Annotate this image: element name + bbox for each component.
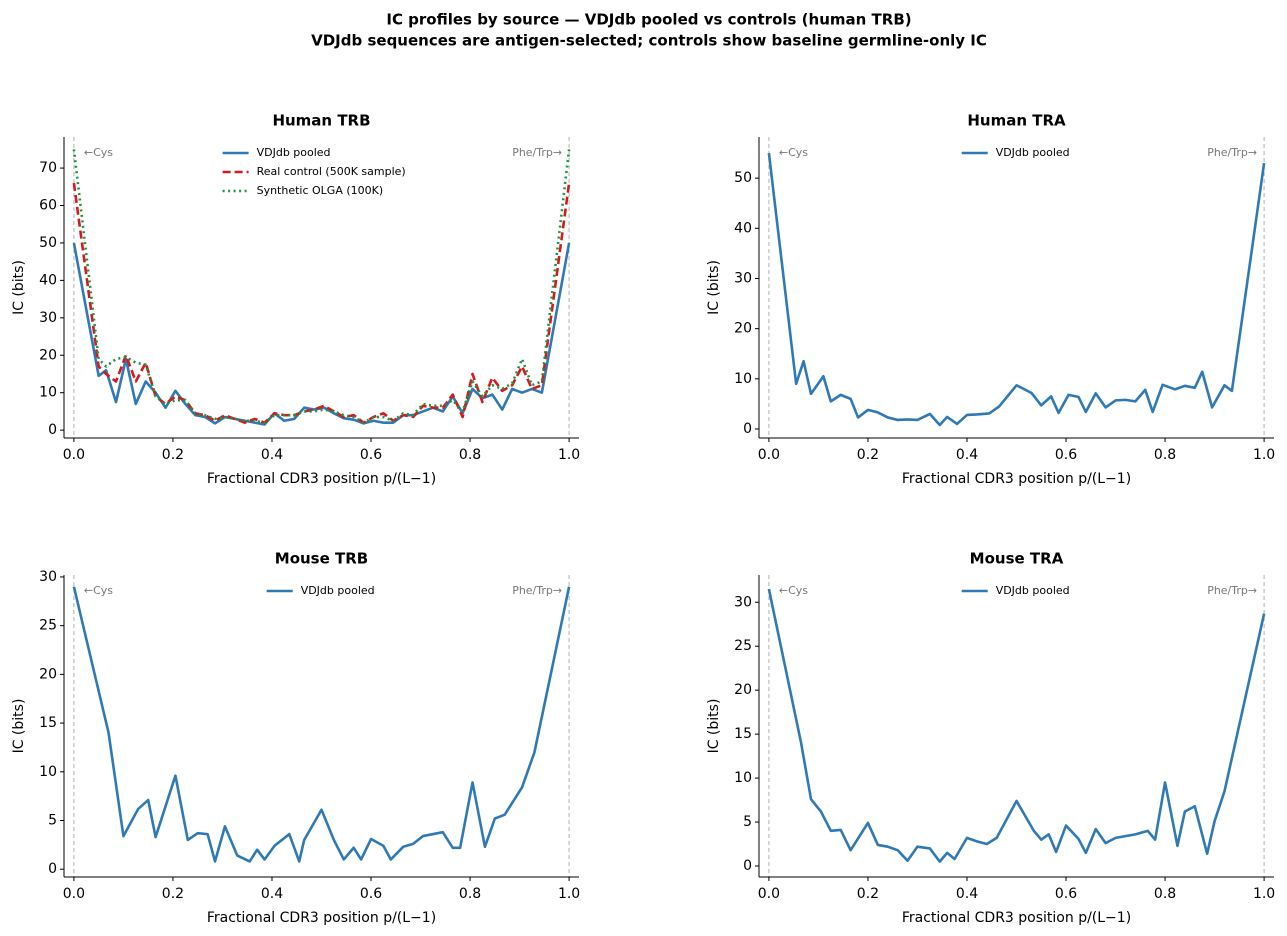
y-tick-label: 0: [743, 421, 752, 437]
y-tick-label: 20: [734, 682, 752, 698]
annotation: Phe/Trp→: [1207, 584, 1257, 597]
figure-subtitle: VDJdb sequences are antigen-selected; co…: [311, 32, 987, 50]
y-tick-label: 0: [48, 422, 57, 438]
series-line: [767, 152, 1266, 427]
x-tick-label: 0.2: [162, 886, 184, 902]
annotation: Phe/Trp→: [1207, 146, 1257, 159]
y-tick-label: 60: [39, 198, 57, 214]
x-tick-label: 0.6: [360, 447, 382, 463]
legend-label: Real control (500K sample): [257, 165, 406, 178]
x-tick-label: 0.8: [459, 447, 481, 463]
x-tick-label: 0.2: [857, 886, 879, 902]
x-axis-label: Fractional CDR3 position p/(L−1): [207, 910, 436, 926]
y-tick-label: 10: [39, 764, 57, 780]
y-axis-label: IC (bits): [11, 260, 27, 315]
x-tick-label: 1.0: [558, 447, 580, 463]
y-tick-label: 30: [39, 569, 57, 585]
annotation: ←Cys: [779, 584, 808, 597]
x-tick-label: 0.6: [360, 886, 382, 902]
annotation: Phe/Trp→: [512, 146, 562, 159]
y-tick-label: 15: [734, 726, 752, 742]
subplot-title: Mouse TRA: [970, 550, 1064, 568]
legend-label: VDJdb pooled: [996, 584, 1070, 597]
y-tick-label: 10: [734, 770, 752, 786]
y-tick-label: 0: [48, 861, 57, 877]
y-tick-label: 50: [39, 235, 57, 251]
y-tick-label: 40: [734, 220, 752, 236]
x-tick-label: 0.4: [261, 886, 283, 902]
subplot-title: Human TRA: [967, 112, 1066, 130]
x-tick-label: 0.8: [1154, 447, 1176, 463]
y-tick-label: 20: [39, 347, 57, 363]
y-tick-label: 20: [734, 321, 752, 337]
x-tick-label: 0.8: [459, 886, 481, 902]
y-tick-label: 40: [39, 272, 57, 288]
y-tick-label: 20: [39, 666, 57, 682]
annotation: Phe/Trp→: [512, 584, 562, 597]
y-tick-label: 50: [734, 170, 752, 186]
y-tick-label: 30: [734, 594, 752, 610]
x-tick-label: 0.6: [1055, 447, 1077, 463]
y-tick-label: 10: [734, 371, 752, 387]
x-tick-label: 0.0: [758, 447, 780, 463]
y-tick-label: 10: [39, 385, 57, 401]
y-tick-label: 30: [734, 270, 752, 286]
y-tick-label: 5: [743, 814, 752, 830]
y-tick-label: 70: [39, 160, 57, 176]
subplot-title: Human TRB: [272, 112, 370, 130]
x-axis-label: Fractional CDR3 position p/(L−1): [902, 471, 1131, 487]
x-axis-label: Fractional CDR3 position p/(L−1): [902, 910, 1131, 926]
legend-label: VDJdb pooled: [996, 146, 1070, 159]
y-axis-label: IC (bits): [706, 260, 722, 315]
subplot-title: Mouse TRB: [275, 550, 368, 568]
y-tick-label: 25: [734, 638, 752, 654]
y-axis-label: IC (bits): [11, 699, 27, 754]
x-tick-label: 0.6: [1055, 886, 1077, 902]
annotation: ←Cys: [779, 146, 808, 159]
x-tick-label: 0.4: [956, 886, 978, 902]
x-axis-label: Fractional CDR3 position p/(L−1): [207, 471, 436, 487]
figure-title: IC profiles by source — VDJdb pooled vs …: [386, 11, 911, 29]
y-tick-label: 25: [39, 618, 57, 634]
series-line: [72, 149, 571, 424]
y-axis-label: IC (bits): [706, 699, 722, 754]
series-line: [767, 588, 1266, 863]
x-tick-label: 0.0: [63, 886, 85, 902]
x-tick-label: 1.0: [1253, 886, 1275, 902]
x-tick-label: 0.4: [261, 447, 283, 463]
x-tick-label: 1.0: [1253, 447, 1275, 463]
y-tick-label: 30: [39, 310, 57, 326]
x-tick-label: 0.2: [162, 447, 184, 463]
annotation: ←Cys: [84, 584, 113, 597]
y-tick-label: 0: [743, 858, 752, 874]
legend-label: VDJdb pooled: [257, 146, 331, 159]
x-tick-label: 1.0: [558, 886, 580, 902]
x-tick-label: 0.0: [63, 447, 85, 463]
x-tick-label: 0.4: [956, 447, 978, 463]
legend-label: Synthetic OLGA (100K): [257, 184, 384, 197]
y-tick-label: 15: [39, 715, 57, 731]
series-line: [72, 586, 571, 863]
annotation: ←Cys: [84, 146, 113, 159]
x-tick-label: 0.8: [1154, 886, 1176, 902]
x-tick-label: 0.0: [758, 886, 780, 902]
legend-label: VDJdb pooled: [301, 584, 375, 597]
x-tick-label: 0.2: [857, 447, 879, 463]
y-tick-label: 5: [48, 812, 57, 828]
